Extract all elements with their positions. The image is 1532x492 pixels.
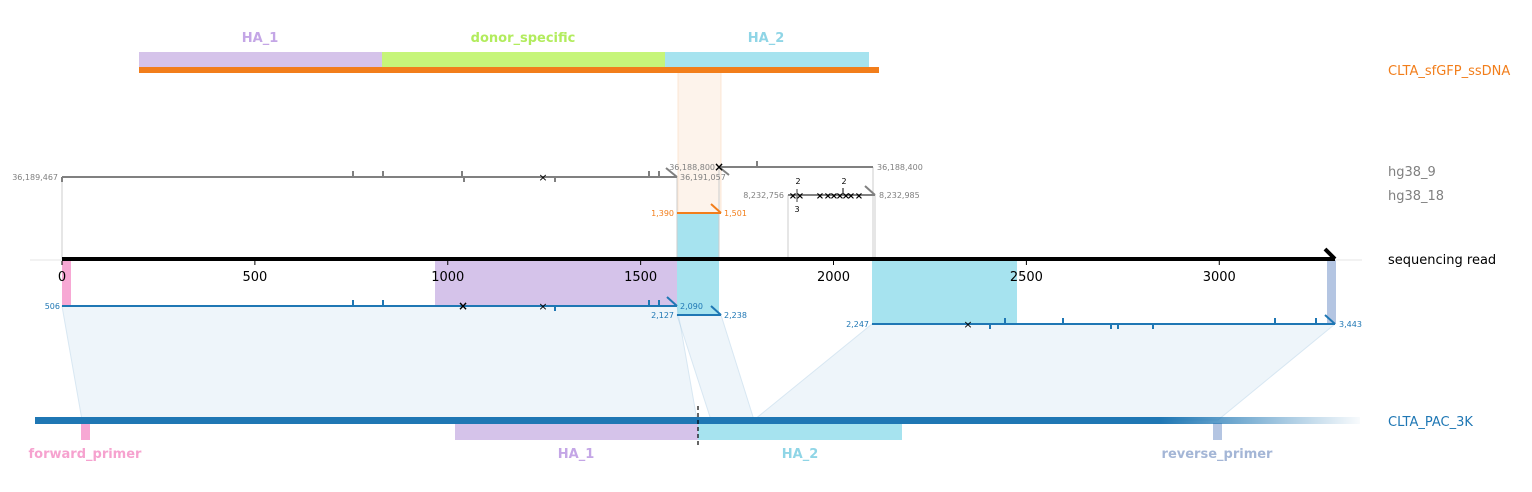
pac-track: forward_primer HA_1 HA_2 reverse_primer [29,406,1360,462]
hg38-18-alignment: × × × × × × × × × 2 2 3 8,232,756 8,232,… [743,177,919,214]
sequencing-read: 0 500 1000 1500 2000 2500 3000 [30,247,1362,285]
axis-tick-label: 2500 [1010,270,1043,285]
hg38-18-insertion-count-1: 2 [795,177,800,186]
pac-bar-fade [1160,417,1360,424]
hg38-18-left-coord: 8,232,756 [743,191,784,200]
axis-tick-label: 1000 [431,270,464,285]
pac-alignment-b: 2,127 2,238 [651,305,747,320]
read-ha2-region-b [872,260,1017,324]
cross-marker: × [458,299,468,313]
cross-marker: × [714,160,724,174]
read-rev-primer-region [1327,260,1336,324]
hg38-9-a-left-coord: 36,189,467 [12,173,58,182]
pac-fwd-primer-label: forward_primer [29,447,143,462]
hg38-9-b-right-coord: 36,188,400 [877,163,923,172]
hg38-18-right-coord: 8,232,985 [879,191,920,200]
cross-marker: × [836,191,844,202]
track-label-read: sequencing read [1388,253,1496,268]
ssdna-ha1-label: HA_1 [242,31,279,46]
cross-marker: × [830,191,838,202]
cross-marker: × [847,191,855,202]
axis-tick-label: 0 [58,270,66,285]
hg38-18-deletion-count: 3 [794,205,799,214]
track-label-hg38-18: hg38_18 [1388,189,1444,204]
pac-a-left-coord: 506 [45,302,60,311]
cross-marker: × [789,191,797,202]
ssdna-alignment-right-coord: 1,501 [724,209,747,218]
axis-tick-label: 2000 [817,270,850,285]
ssdna-donor-label: donor_specific [471,31,576,46]
hg38-9-b-left-coord: 36,188,800 [669,163,715,172]
pac-c-right-coord: 3,443 [1339,320,1362,329]
axis-tick-label: 1500 [624,270,657,285]
pac-b-right-coord: 2,238 [724,311,747,320]
ssdna-track: HA_1 donor_specific HA_2 [139,31,879,73]
read-axis-ticks: 0 500 1000 1500 2000 2500 3000 [58,261,1236,285]
hg38-9-alignment-b: × 36,188,800 36,188,400 [669,160,923,176]
cross-marker: × [842,191,850,202]
track-label-pac: CLTA_PAC_3K [1388,415,1473,430]
pac-ha1-label: HA_1 [558,447,595,462]
hg38-9-alignment-a: × 36,189,467 36,191,057 [12,167,726,184]
ssdna-ha2-label: HA_2 [748,31,785,46]
pac-ha2-feature [698,423,902,440]
connector-lines [61,167,876,259]
cross-marker: × [855,191,863,202]
pac-a-right-coord: 2,090 [680,302,703,311]
pac-alignment-c: × 2,247 3,443 [846,314,1362,331]
cross-marker: × [963,318,972,331]
ssdna-ha1-feature [139,52,382,68]
pac-projection-a [61,305,698,421]
pac-c-left-coord: 2,247 [846,320,869,329]
hg38-9-a-right-coord: 36,191,057 [680,173,726,182]
read-ha2-region-a [677,213,719,315]
ssdna-alignment-left-coord: 1,390 [651,209,674,218]
pac-ha1-feature [455,423,698,440]
track-label-ssdna: CLTA_sfGFP_ssDNA [1388,64,1510,79]
axis-tick-label: 500 [242,270,267,285]
read-ha1-region [435,260,677,306]
ssdna-donor-feature [382,52,665,68]
pac-bar [35,417,1160,424]
cross-marker: × [796,191,804,202]
pac-fwd-primer-feature [81,423,90,440]
ssdna-bar [139,67,879,73]
pac-b-left-coord: 2,127 [651,311,674,320]
cross-marker: × [538,171,547,184]
ssdna-ha2-feature [665,52,869,68]
cross-marker: × [816,191,824,202]
pac-rev-primer-label: reverse_primer [1162,447,1274,462]
cross-marker: × [824,191,832,202]
track-label-hg38-9: hg38_9 [1388,165,1436,180]
pac-projection-c [752,323,1337,421]
pac-rev-primer-feature [1213,423,1222,440]
read-fwd-primer-region [62,260,71,306]
track-labels: CLTA_sfGFP_ssDNA hg38_9 hg38_18 sequenci… [1388,64,1510,430]
ssdna-alignment: 1,390 1,501 [651,203,747,218]
ssdna-projection [677,71,722,214]
cross-marker: × [538,300,547,313]
hg38-18-insertion-count-2: 2 [841,177,846,186]
pac-alignment-a: × × 506 2,090 [45,296,703,313]
axis-tick-label: 3000 [1203,270,1236,285]
pac-ha2-label: HA_2 [782,447,819,462]
